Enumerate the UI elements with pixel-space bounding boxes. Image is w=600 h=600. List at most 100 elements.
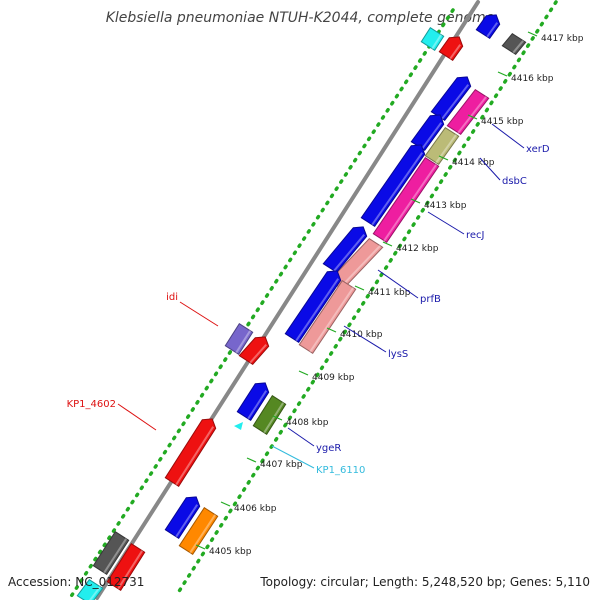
gene-block <box>238 336 270 365</box>
tick-mark <box>246 457 257 463</box>
gene-block <box>372 157 440 243</box>
tick-mark <box>326 327 337 333</box>
marker-triangle <box>234 422 243 430</box>
genome-backbone <box>95 0 480 600</box>
tick-mark <box>195 544 206 550</box>
gene-highlight <box>435 134 458 164</box>
tick-label: 4412 kbp <box>396 244 439 254</box>
tick-label: 4407 kbp <box>260 460 303 470</box>
tick-mark <box>438 155 449 161</box>
gene-label: recJ <box>466 230 485 241</box>
gene-labels: xerD dsbC recJ prfB lysS ygeR KP1_6110 idi KP1_4… <box>67 123 550 476</box>
tick-label: 4411 kbp <box>368 288 411 298</box>
gene-highlight <box>421 122 443 150</box>
gene-highlight <box>441 84 469 120</box>
genome-summary-text: Topology: circular; Length: 5,248,520 bp… <box>259 575 590 589</box>
gene-highlight <box>309 287 355 353</box>
gene-block <box>322 226 368 273</box>
gene-label: dsbC <box>502 176 527 187</box>
tick-label: 4405 kbp <box>209 547 252 557</box>
gene-highlight <box>383 164 438 242</box>
gene-highlight <box>512 40 524 54</box>
tick-mark <box>220 501 231 507</box>
gene-track <box>76 14 527 600</box>
tick-label: 4408 kbp <box>286 418 329 428</box>
gene-block <box>475 14 501 39</box>
gene-block <box>360 144 426 227</box>
gene-highlight <box>117 550 144 590</box>
kbp-ticks: 4405 kbp 4406 kbp 4407 kbp 4408 kbp 4409 kbp… <box>195 31 584 557</box>
gene-block <box>252 395 287 435</box>
tick-label: 4414 kbp <box>452 158 495 168</box>
outer-ruler <box>174 0 558 598</box>
gene-highlight <box>103 538 128 574</box>
gene-label: KP1_4602 <box>67 399 116 410</box>
leader-line <box>287 427 315 447</box>
gene-highlight <box>339 245 381 289</box>
tick-label: 4417 kbp <box>541 34 584 44</box>
gene-block <box>410 114 445 151</box>
tick-mark <box>410 198 421 204</box>
gene-block <box>106 543 146 591</box>
gene-label: idi <box>166 292 178 303</box>
gene-block <box>164 418 217 487</box>
leader-line <box>427 211 465 235</box>
gene-block <box>284 270 342 343</box>
gene-label: ygeR <box>316 443 341 454</box>
gene-block <box>424 127 460 165</box>
gene-block <box>420 27 445 51</box>
gene-block <box>446 89 490 135</box>
gene-highlight <box>295 278 340 342</box>
leader-line <box>271 445 315 469</box>
gene-block <box>164 496 201 539</box>
gene-block <box>224 323 254 355</box>
map-title: Klebsiella pneumoniae NTUH-K2044, comple… <box>106 10 495 26</box>
tick-label: 4416 kbp <box>511 74 554 84</box>
leader-line <box>343 325 387 353</box>
gene-label: lysS <box>388 349 408 360</box>
gene-label: prfB <box>420 294 441 305</box>
leader-line <box>491 123 525 149</box>
gene-highlight <box>486 22 499 38</box>
gene-block <box>298 280 357 354</box>
gene-highlight <box>88 586 101 600</box>
tick-label: 4406 kbp <box>234 504 277 514</box>
gene-block <box>438 36 464 61</box>
gene-label: xerD <box>526 144 550 155</box>
gene-block <box>76 579 104 600</box>
gene-highlight <box>457 96 487 134</box>
tick-mark <box>467 114 478 120</box>
gene-highlight <box>249 344 267 364</box>
gene-block <box>178 507 219 555</box>
gene-highlight <box>449 44 462 60</box>
leader-line <box>179 301 219 327</box>
gene-highlight <box>235 330 252 354</box>
tick-label: 4415 kbp <box>481 117 524 127</box>
tick-mark <box>497 71 508 77</box>
gene-highlight <box>175 426 215 486</box>
tick-label: 4413 kbp <box>424 201 467 211</box>
gene-block <box>236 382 270 421</box>
leader-line <box>377 269 419 299</box>
tick-mark <box>354 285 365 291</box>
gene-highlight <box>371 152 424 226</box>
tick-mark <box>272 415 283 421</box>
gene-highlight <box>431 34 443 50</box>
gene-highlight <box>189 514 217 554</box>
leader-line <box>479 157 501 181</box>
gene-highlight <box>247 390 268 420</box>
inner-ruler <box>68 8 455 600</box>
gene-block <box>501 33 527 55</box>
gene-highlight <box>175 504 199 538</box>
accession-text: Accession: NC_012731 <box>8 575 144 589</box>
leader-line <box>117 403 157 431</box>
gene-highlight <box>333 234 365 272</box>
gene-block <box>92 531 130 575</box>
tick-mark <box>527 31 538 37</box>
gene-block <box>430 76 472 121</box>
gene-highlight <box>263 402 285 434</box>
gene-label: KP1_6110 <box>316 465 365 476</box>
tick-label: 4409 kbp <box>312 373 355 383</box>
tick-mark <box>298 370 309 376</box>
